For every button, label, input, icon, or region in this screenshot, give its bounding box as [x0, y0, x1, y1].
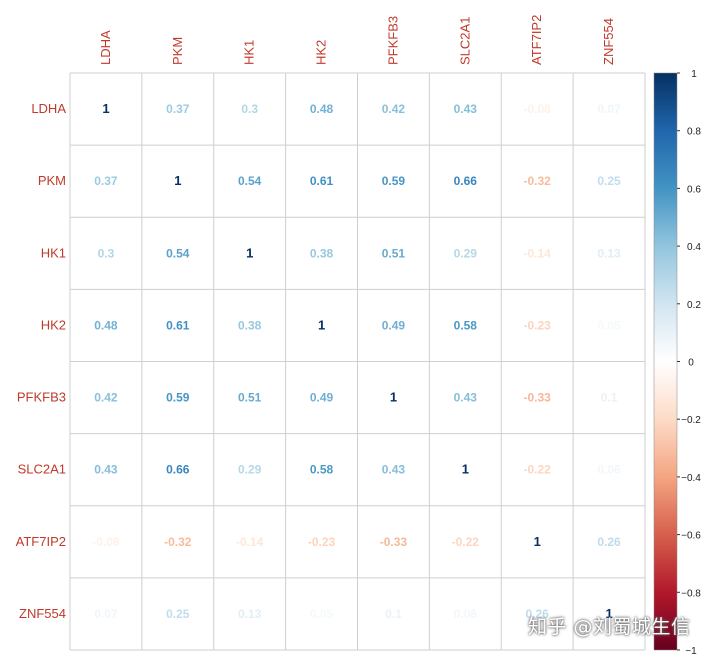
- cell-value: 1: [462, 462, 469, 477]
- cell-value: -0.32: [524, 174, 552, 188]
- cell-value: 0.1: [601, 391, 618, 405]
- cell-value: 0.51: [238, 391, 262, 405]
- cell-value: 0.58: [310, 463, 334, 477]
- cell-value: -0.22: [524, 463, 552, 477]
- cell-value: 0.26: [526, 607, 550, 621]
- watermark-text: 知乎 @刘蜀城生信: [528, 616, 691, 638]
- cell-value: 0.05: [597, 318, 621, 332]
- cell-value: 0.48: [310, 102, 334, 116]
- cell-value: 0.51: [382, 246, 406, 260]
- colorbar: [653, 72, 678, 651]
- row-label: SLC2A1: [18, 462, 66, 477]
- colorbar-tick-label: 0: [688, 358, 694, 369]
- cell-value: 0.38: [310, 246, 334, 260]
- cell-value: 0.29: [238, 463, 262, 477]
- cell-value: 0.3: [241, 102, 258, 116]
- cell-value: 0.43: [94, 463, 118, 477]
- colorbar-tick-label: −0.4: [681, 473, 701, 484]
- cell-value: 0.43: [382, 463, 406, 477]
- cell-value: -0.23: [524, 318, 552, 332]
- cell-value: 0.29: [454, 246, 478, 260]
- cell-value: 0.49: [382, 318, 406, 332]
- cell-value: 0.54: [166, 246, 190, 260]
- row-label: PFKFB3: [17, 390, 66, 405]
- column-label: PFKFB3: [385, 16, 400, 65]
- cell-value: 0.58: [454, 318, 478, 332]
- column-label: SLC2A1: [457, 17, 472, 65]
- cell-value: 0.25: [166, 607, 190, 621]
- cell-value: 0.42: [94, 391, 118, 405]
- cell-value: 1: [605, 606, 612, 621]
- colorbar-tick-label: 0.4: [687, 242, 701, 253]
- cell-value: -0.33: [524, 391, 552, 405]
- cell-value: 0.06: [454, 607, 478, 621]
- cell-value: 1: [102, 101, 109, 116]
- cell-value: 0.61: [310, 174, 334, 188]
- cell-value: 1: [534, 534, 541, 549]
- column-label: LDHA: [98, 30, 113, 65]
- row-label: PKM: [38, 173, 66, 188]
- row-label: HK2: [41, 317, 66, 332]
- cell-value: 0.05: [310, 607, 334, 621]
- cell-value: 0.37: [94, 174, 118, 188]
- cell-value: -0.14: [236, 535, 264, 549]
- cell-value: -0.23: [308, 535, 336, 549]
- cell-value: 1: [174, 173, 181, 188]
- cell-value: -0.22: [452, 535, 480, 549]
- cell-value: 0.13: [238, 607, 262, 621]
- cell-value: 0.43: [454, 391, 478, 405]
- cell-value: 0.26: [597, 535, 621, 549]
- cell-value: 0.66: [454, 174, 478, 188]
- cell-value: 1: [390, 390, 397, 405]
- cell-value: 0.25: [597, 174, 621, 188]
- colorbar-tick-label: −0.2: [681, 415, 701, 426]
- colorbar-tick-label: −1: [685, 646, 697, 657]
- cell-value: -0.32: [164, 535, 192, 549]
- cell-value: 1: [318, 317, 325, 332]
- cell-value: 0.61: [166, 318, 190, 332]
- colorbar-tick-label: −0.8: [681, 588, 701, 599]
- cell-value: 0.07: [94, 607, 118, 621]
- cell-value: 0.59: [166, 391, 190, 405]
- colorbar-tick-label: 0.8: [687, 127, 701, 138]
- row-label: ZNF554: [19, 606, 66, 621]
- cell-value: -0.33: [380, 535, 408, 549]
- colorbar-tick-label: 1: [691, 69, 697, 80]
- cell-value: 0.48: [94, 318, 118, 332]
- column-label: HK2: [314, 40, 329, 65]
- cell-value: 0.37: [166, 102, 190, 116]
- colorbar-tick-label: −0.6: [681, 531, 701, 542]
- cell-value: 0.13: [597, 246, 621, 260]
- row-label: HK1: [41, 245, 66, 260]
- cell-value: 0.59: [382, 174, 406, 188]
- column-label: ATF7IP2: [529, 15, 544, 65]
- row-label: ATF7IP2: [16, 534, 66, 549]
- cell-value: 0.42: [382, 102, 406, 116]
- colorbar-tick-label: 0.2: [687, 300, 701, 311]
- cell-value: -0.08: [92, 535, 120, 549]
- row-label: LDHA: [31, 101, 66, 116]
- cell-value: 0.54: [238, 174, 262, 188]
- cell-value: 0.3: [98, 246, 115, 260]
- cell-value: 0.1: [385, 607, 402, 621]
- cell-value: 0.49: [310, 391, 334, 405]
- column-label: PKM: [170, 37, 185, 65]
- cell-value: 1: [246, 245, 253, 260]
- cell-value: 0.38: [238, 318, 262, 332]
- column-label: ZNF554: [601, 18, 616, 65]
- cell-value: 0.43: [454, 102, 478, 116]
- cell-value: 0.07: [597, 102, 621, 116]
- cell-value: -0.08: [524, 102, 552, 116]
- cell-value: 0.66: [166, 463, 190, 477]
- colorbar-tick-label: 0.6: [687, 184, 701, 195]
- cell-value: -0.14: [524, 246, 552, 260]
- cell-value: 0.06: [597, 463, 621, 477]
- column-label: HK1: [242, 40, 257, 65]
